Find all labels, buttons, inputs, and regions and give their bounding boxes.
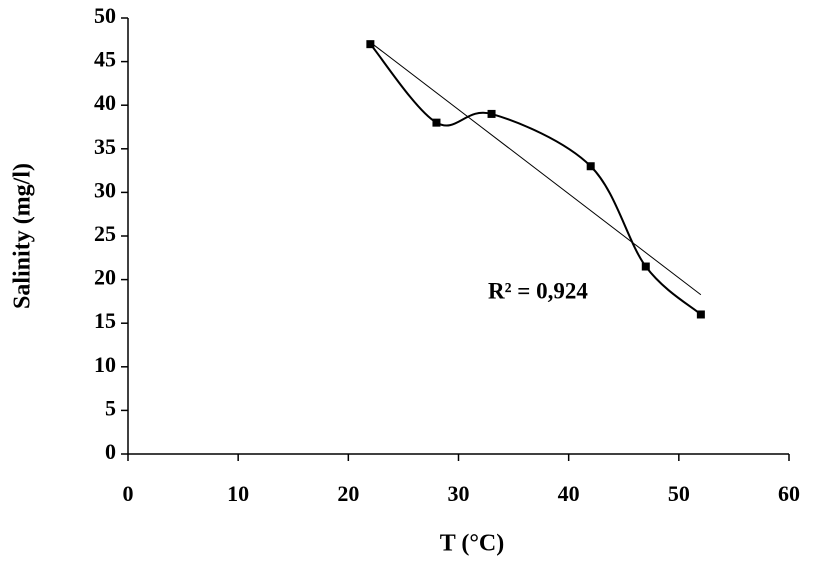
y-tick-label: 45	[94, 47, 116, 72]
y-tick-label: 15	[94, 308, 116, 333]
y-tick-label: 10	[94, 352, 116, 377]
y-tick-label: 40	[94, 90, 116, 115]
marker	[432, 118, 441, 127]
marker	[366, 40, 375, 49]
x-tick-label: 10	[227, 481, 249, 506]
marker	[696, 310, 705, 319]
marker	[487, 109, 496, 118]
y-tick-label: 30	[94, 177, 116, 202]
y-axis-label: Salinity (mg/l)	[10, 163, 36, 309]
y-tick-label: 0	[105, 439, 116, 464]
trendline	[370, 41, 702, 296]
y-tick-label: 20	[94, 265, 116, 290]
y-tick-label: 5	[105, 395, 116, 420]
marker	[641, 262, 650, 271]
x-axis-label: T (°C)	[440, 531, 505, 557]
series-line	[369, 43, 702, 316]
y-tick-label: 50	[94, 3, 116, 28]
x-tick-label: 50	[668, 481, 690, 506]
x-tick-label: 40	[558, 481, 580, 506]
x-tick-label: 60	[778, 481, 800, 506]
annotation: R² = 0,924	[488, 278, 588, 303]
marker	[586, 162, 595, 171]
y-tick-label: 25	[94, 221, 116, 246]
x-tick-label: 30	[448, 481, 470, 506]
x-tick-label: 0	[123, 481, 134, 506]
x-tick-label: 20	[337, 481, 359, 506]
y-tick-label: 35	[94, 134, 116, 159]
